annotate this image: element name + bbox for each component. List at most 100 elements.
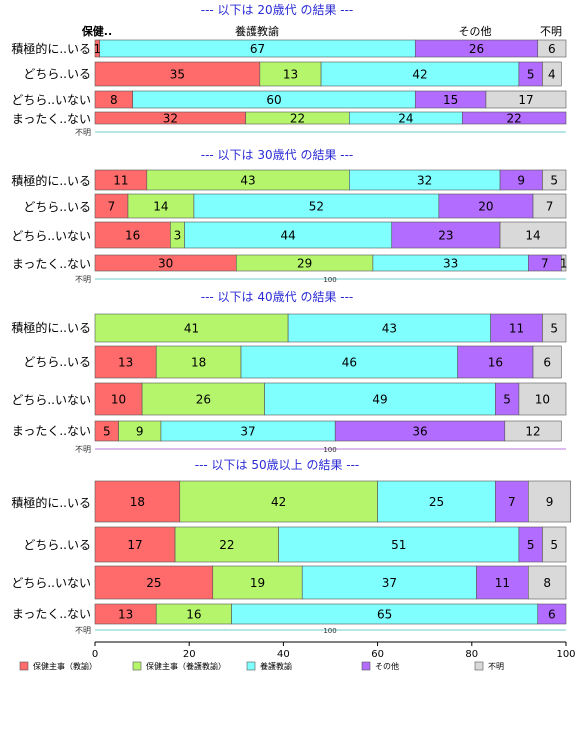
category-label: まったく..ない bbox=[12, 607, 91, 621]
data-label: 52 bbox=[309, 200, 324, 214]
top-series-label: 不明 bbox=[540, 25, 562, 38]
data-label: 10 bbox=[535, 393, 550, 407]
data-label: 17 bbox=[518, 93, 533, 107]
x-tick-label: 20 bbox=[183, 649, 196, 660]
category-label: 積極的に..いる bbox=[11, 495, 91, 510]
legend-swatch bbox=[361, 661, 371, 671]
bar-segment bbox=[542, 526, 567, 563]
data-label: 4 bbox=[548, 68, 556, 82]
bar-segment bbox=[560, 254, 567, 272]
bar-segment bbox=[462, 111, 567, 125]
category-label: まったく..ない bbox=[12, 424, 91, 438]
data-label: 41 bbox=[184, 322, 199, 336]
x-tick-label: 80 bbox=[465, 649, 478, 660]
data-label: 22 bbox=[219, 538, 234, 552]
data-label: 8 bbox=[543, 576, 551, 590]
data-label: 25 bbox=[146, 576, 161, 590]
legend-swatch bbox=[132, 661, 142, 671]
bar-segment bbox=[504, 420, 562, 442]
bar-segment bbox=[457, 345, 534, 379]
data-label: 7 bbox=[508, 495, 516, 509]
bar-segment bbox=[528, 565, 567, 600]
data-label: 5 bbox=[550, 538, 558, 552]
data-label: 16 bbox=[488, 356, 503, 370]
bar-segment bbox=[259, 61, 322, 87]
data-label: 60 bbox=[266, 93, 281, 107]
bar-segment bbox=[193, 193, 440, 219]
data-label: 43 bbox=[240, 174, 255, 188]
bar-segment bbox=[184, 221, 393, 249]
bar-segment bbox=[495, 480, 529, 523]
bar-segment bbox=[301, 565, 477, 600]
bar-segment bbox=[94, 565, 214, 600]
data-label: 25 bbox=[429, 495, 444, 509]
data-label: 11 bbox=[509, 322, 524, 336]
data-label: 67 bbox=[250, 42, 265, 56]
bar-segment bbox=[377, 480, 496, 523]
bar-segment bbox=[532, 193, 567, 219]
data-label: 7 bbox=[108, 200, 116, 214]
data-label: 1 bbox=[560, 257, 568, 271]
data-label: 9 bbox=[546, 495, 554, 509]
bar-segment bbox=[94, 480, 181, 523]
data-label: 26 bbox=[469, 42, 484, 56]
data-label: 19 bbox=[250, 576, 265, 590]
category-label: どちら..いる bbox=[23, 538, 91, 552]
data-label: 14 bbox=[525, 229, 540, 243]
x-tick-label: 40 bbox=[277, 649, 290, 660]
data-label: 32 bbox=[417, 174, 432, 188]
bar-segment bbox=[485, 90, 567, 109]
bar-segment bbox=[141, 382, 265, 416]
data-label: 1 bbox=[94, 42, 102, 56]
bar-segment bbox=[94, 313, 289, 343]
data-label: 9 bbox=[517, 174, 525, 188]
bar-segment bbox=[438, 193, 534, 219]
bar-segment bbox=[240, 345, 458, 379]
data-label: 5 bbox=[527, 538, 535, 552]
data-label: 5 bbox=[550, 322, 558, 336]
data-label: 37 bbox=[240, 425, 255, 439]
data-label: 36 bbox=[412, 425, 427, 439]
data-label: 9 bbox=[136, 425, 144, 439]
category-label: どちら..いない bbox=[11, 93, 91, 107]
category-label: どちら..いる bbox=[23, 355, 91, 369]
bar-segment bbox=[94, 61, 261, 87]
data-label: 22 bbox=[290, 112, 305, 126]
category-label: どちら..いない bbox=[11, 576, 91, 590]
data-label: 42 bbox=[412, 68, 427, 82]
data-label: 16 bbox=[125, 229, 140, 243]
data-label: 12 bbox=[525, 425, 540, 439]
data-label: 5 bbox=[550, 174, 558, 188]
data-label: 49 bbox=[372, 393, 387, 407]
data-label: 23 bbox=[438, 229, 453, 243]
panel-title: --- 以下は 40歳代 の結果 --- bbox=[201, 290, 354, 304]
top-series-label: 保健.. bbox=[81, 24, 112, 38]
data-label: 6 bbox=[548, 42, 556, 56]
category-label: 積極的に..いる bbox=[11, 173, 91, 188]
bar-segment bbox=[127, 193, 195, 219]
data-label: 37 bbox=[382, 576, 397, 590]
legend-swatch bbox=[474, 661, 484, 671]
bar-segment bbox=[542, 61, 562, 87]
data-label: 46 bbox=[342, 356, 357, 370]
legend-label: 保健主事（教諭） bbox=[33, 661, 97, 671]
data-label: 6 bbox=[548, 608, 556, 622]
bar-segment bbox=[155, 345, 242, 379]
data-label: 15 bbox=[443, 93, 458, 107]
bar-segment bbox=[537, 603, 567, 625]
data-label: 22 bbox=[507, 112, 522, 126]
na-label: 不明 bbox=[75, 626, 91, 635]
data-label: 17 bbox=[127, 538, 142, 552]
bar-segment bbox=[264, 382, 496, 416]
panel-title: --- 以下は 30歳代 の結果 --- bbox=[201, 148, 354, 162]
na-bar-label: 100 bbox=[323, 627, 336, 635]
data-label: 6 bbox=[543, 356, 551, 370]
na-label: 不明 bbox=[75, 445, 91, 454]
category-label: まったく..ない bbox=[12, 112, 91, 126]
category-label: どちら..いない bbox=[11, 393, 91, 407]
data-label: 13 bbox=[118, 356, 133, 370]
category-label: 積極的に..いる bbox=[11, 41, 91, 56]
x-tick-label: 100 bbox=[556, 649, 575, 660]
data-label: 26 bbox=[196, 393, 211, 407]
bar-segment bbox=[94, 221, 171, 249]
